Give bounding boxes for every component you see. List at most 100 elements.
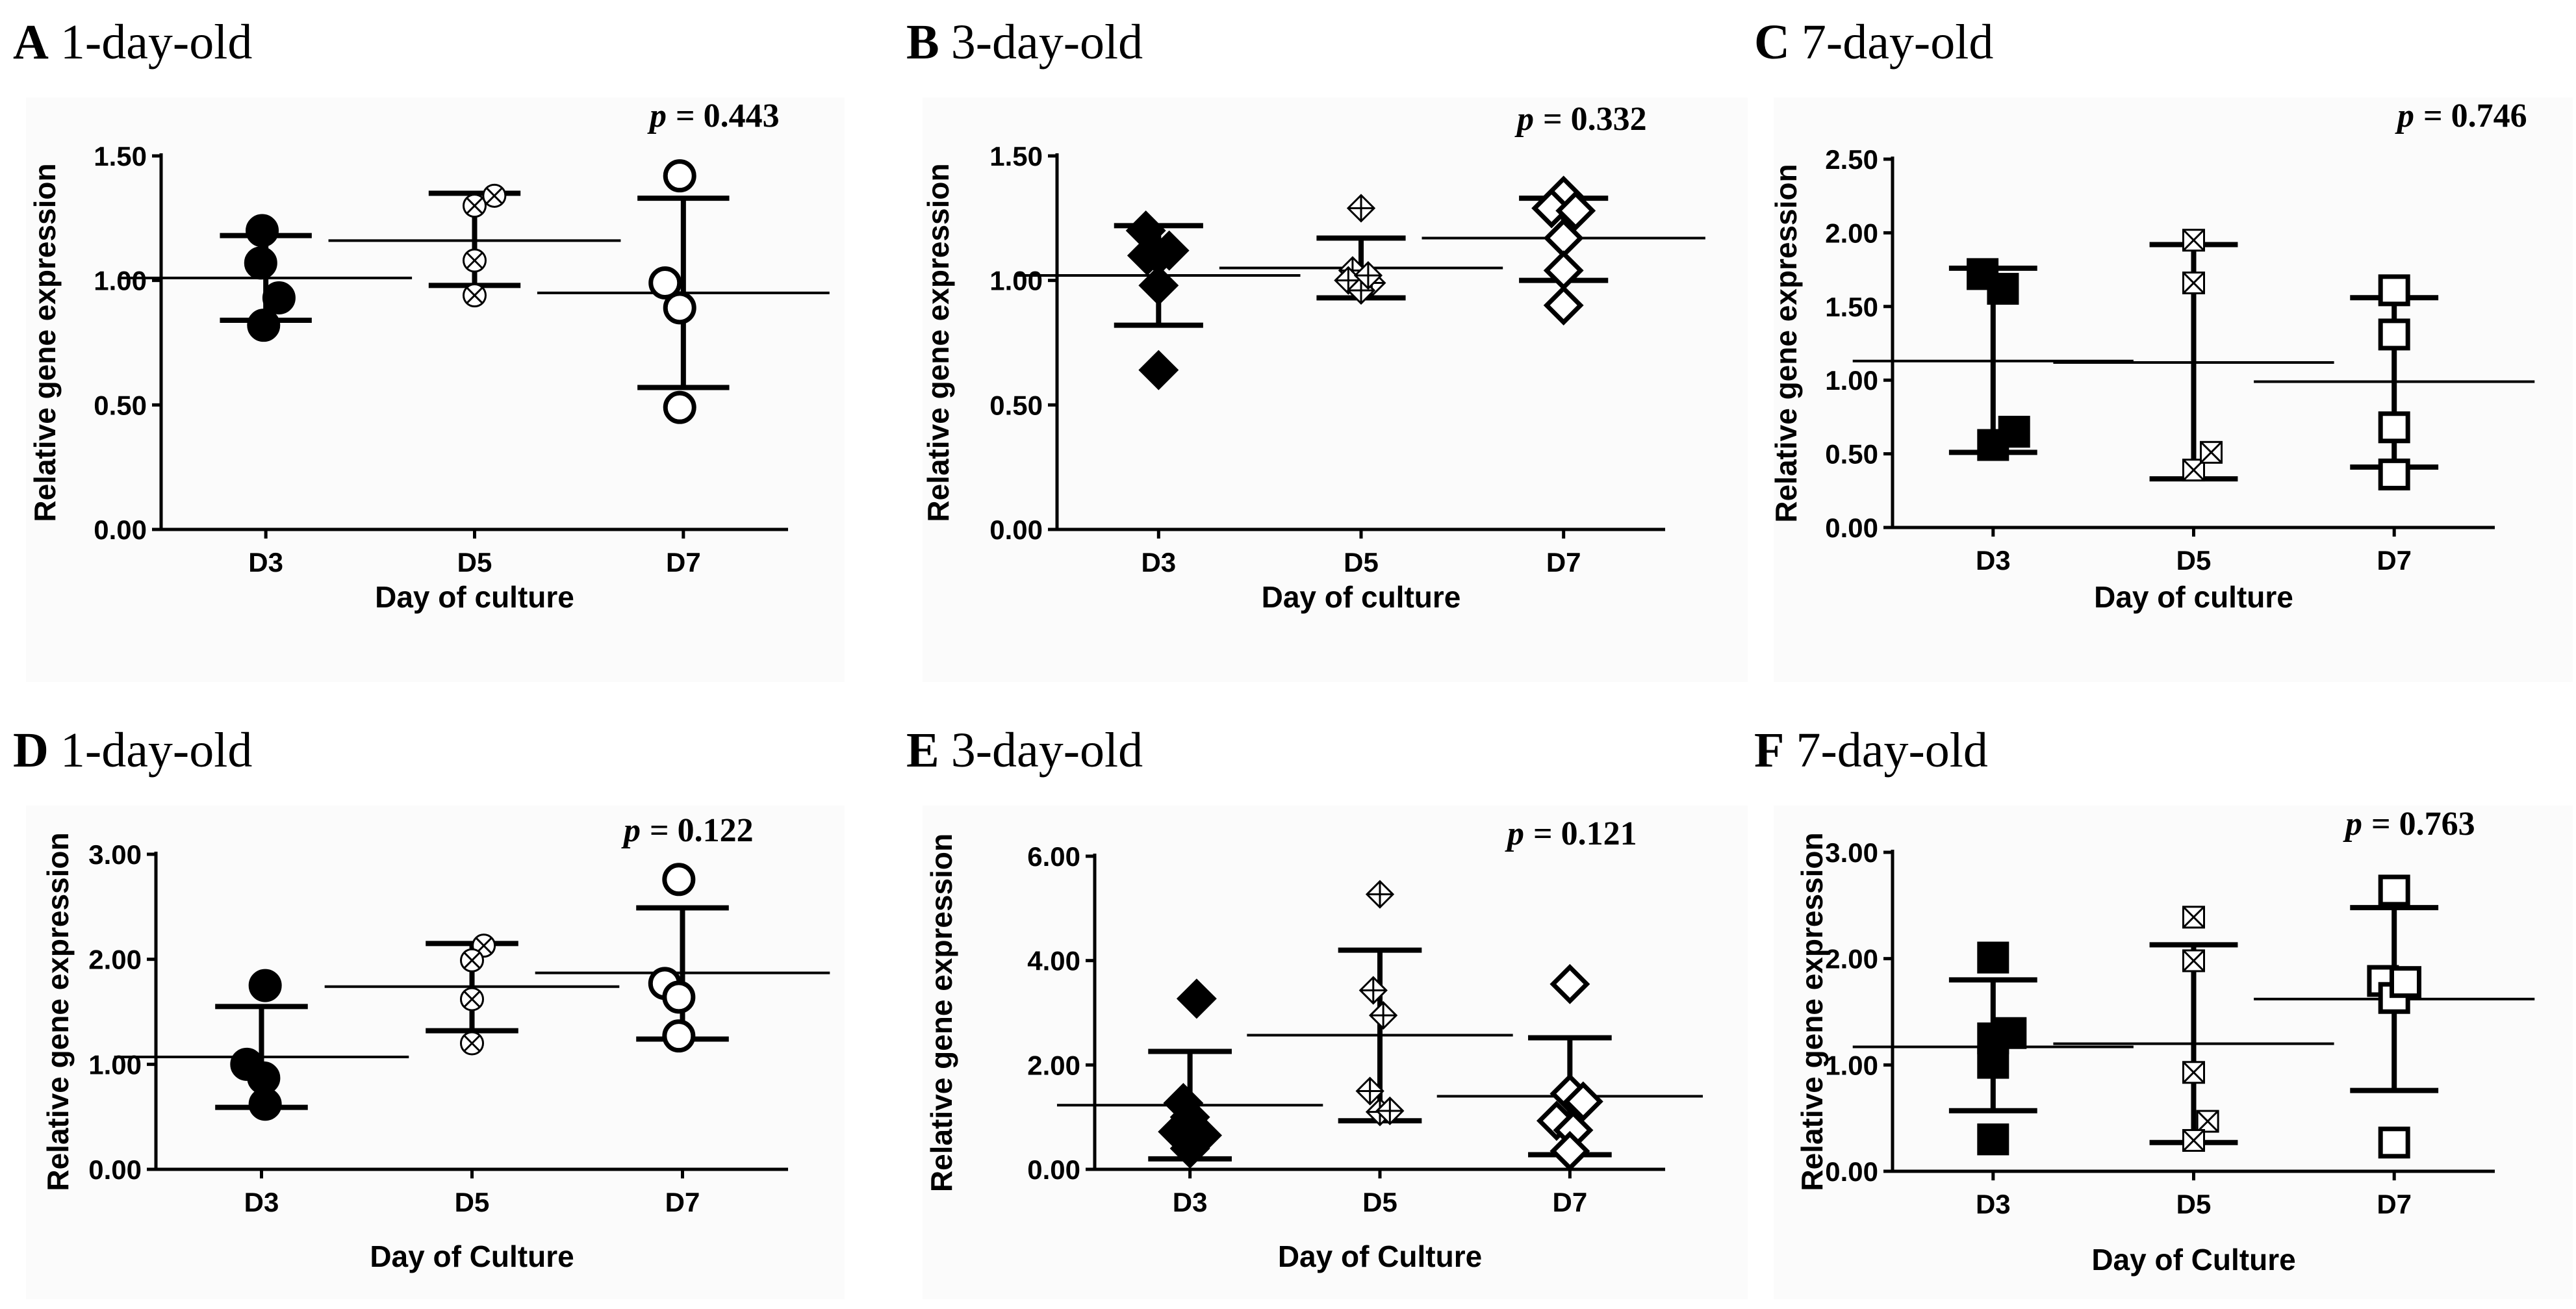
x-tick-label: D7 — [666, 547, 701, 578]
data-point — [1138, 349, 1179, 390]
data-point — [2378, 411, 2410, 444]
y-tick-label: 0.50 — [1825, 439, 1878, 470]
p-value-symbol: p — [2395, 97, 2414, 134]
y-tick-label: 2.00 — [1825, 218, 1878, 248]
series-d3 — [1056, 978, 1323, 1169]
y-tick-label: 0.00 — [989, 515, 1043, 545]
p-value-symbol: p — [647, 97, 667, 134]
y-tick-label: 0.00 — [94, 515, 147, 545]
panel-background — [923, 97, 1748, 682]
y-tick-label: 2.00 — [1027, 1050, 1080, 1080]
x-tick-label: D3 — [1976, 1189, 2011, 1219]
panel-letter: F — [1754, 723, 1784, 778]
data-point — [2378, 318, 2410, 351]
y-axis-title: Relative gene expression — [41, 832, 75, 1191]
data-point-glyph — [2182, 906, 2205, 928]
data-point — [663, 291, 696, 325]
x-tick-label: D7 — [1546, 547, 1581, 578]
data-point-glyph — [485, 187, 503, 205]
y-tick-label: 3.00 — [88, 839, 142, 870]
data-point-glyph — [463, 1034, 481, 1052]
y-tick-label: 0.50 — [989, 390, 1043, 420]
p-value-symbol: p — [1514, 101, 1534, 138]
x-tick-label: D3 — [244, 1187, 279, 1217]
p-value: p = 0.443 — [647, 97, 780, 134]
data-point — [244, 246, 277, 280]
p-value-number: = 0.443 — [676, 97, 780, 134]
panel-b: B 3-day-old p = 0.332 0.00 0.50 1.00 1.50 D3 D5 D7… — [906, 15, 1748, 682]
y-tick-label: 1.00 — [1825, 1050, 1878, 1080]
panel-title: C 7-day-old — [1754, 15, 1993, 70]
series-d5 — [2053, 229, 2334, 482]
data-point-glyph — [2182, 229, 2205, 251]
series-d5 — [1219, 194, 1503, 305]
p-value-symbol: p — [621, 812, 641, 849]
x-axis-title: Day of culture — [1262, 580, 1461, 614]
data-point-glyph — [466, 286, 483, 304]
data-point — [2389, 966, 2421, 998]
y-tick-label: 4.00 — [1027, 946, 1080, 976]
data-point — [1562, 1081, 1603, 1122]
data-point — [662, 980, 696, 1014]
data-point — [1543, 285, 1584, 325]
series-d3 — [114, 969, 409, 1121]
series-d3 — [1852, 941, 2134, 1156]
data-point-glyph — [463, 952, 481, 969]
data-point — [2378, 1126, 2410, 1159]
series-d7 — [537, 159, 830, 424]
series-d7 — [2254, 874, 2535, 1159]
x-tick-label: D7 — [1553, 1187, 1588, 1217]
x-tick-label: D7 — [2377, 545, 2412, 576]
y-tick-label: 2.00 — [88, 945, 142, 975]
x-axis-title: Day of Culture — [2091, 1243, 2295, 1277]
data-point — [1977, 1047, 2009, 1079]
data-point-glyph — [2182, 1061, 2205, 1084]
data-point-glyph — [466, 251, 483, 270]
series-d7 — [1422, 175, 1705, 325]
data-point — [662, 863, 696, 896]
data-point-glyph — [2182, 1129, 2205, 1152]
y-tick-label: 0.00 — [1825, 1156, 1878, 1187]
data-point — [2378, 274, 2410, 307]
panel-f: F 7-day-old p = 0.763 0.00 1.00 2.00 3.00 D3 D5 D7… — [1754, 723, 2573, 1299]
panel-title: E 3-day-old — [906, 723, 1143, 778]
panel-title: F 7-day-old — [1754, 723, 1988, 778]
p-value-symbol: p — [2343, 806, 2362, 843]
data-point-glyph — [2200, 441, 2223, 464]
y-tick-label: 1.00 — [88, 1049, 142, 1080]
panel-c: C 7-day-old p = 0.746 0.00 0.50 1.00 1.50 2.00 2.… — [1754, 15, 2573, 682]
series-d3 — [1017, 210, 1301, 390]
data-point — [1977, 1123, 2009, 1156]
panel-letter: D — [13, 723, 49, 778]
data-point-glyph — [463, 991, 481, 1008]
y-axis-title: Relative gene expression — [1769, 164, 1803, 522]
series-d7 — [1436, 963, 1703, 1171]
p-value-number: = 0.332 — [1543, 101, 1647, 138]
data-point — [247, 309, 281, 342]
panel-letter: E — [906, 723, 939, 778]
data-point — [1549, 963, 1590, 1004]
data-point — [248, 1087, 282, 1121]
p-value: p = 0.746 — [2395, 97, 2527, 134]
panel-background — [1774, 97, 2573, 682]
y-tick-label: 6.00 — [1027, 841, 1080, 872]
x-tick-label: D3 — [248, 547, 283, 578]
data-point-glyph — [2182, 272, 2205, 294]
x-tick-label: D5 — [2176, 1189, 2212, 1219]
y-tick-label: 2.50 — [1825, 144, 1878, 175]
data-point — [1531, 188, 1572, 229]
p-value-symbol: p — [1505, 815, 1524, 852]
series-d5 — [1247, 880, 1513, 1126]
x-tick-label: D5 — [2176, 545, 2212, 576]
p-value-number: = 0.122 — [650, 812, 754, 849]
panel-background — [26, 806, 845, 1299]
data-point — [1998, 416, 2030, 448]
data-point — [1138, 265, 1179, 306]
panel-d: D 1-day-old p = 0.122 0.00 1.00 2.00 3.00 D3 D5 D7… — [13, 723, 845, 1299]
panel-title-text: 1-day-old — [60, 723, 252, 778]
x-axis-title: Day of Culture — [370, 1239, 574, 1273]
data-point — [1987, 273, 2019, 305]
y-tick-label: 0.50 — [94, 390, 147, 420]
series-d5 — [2053, 906, 2334, 1152]
data-point-glyph — [466, 197, 483, 214]
